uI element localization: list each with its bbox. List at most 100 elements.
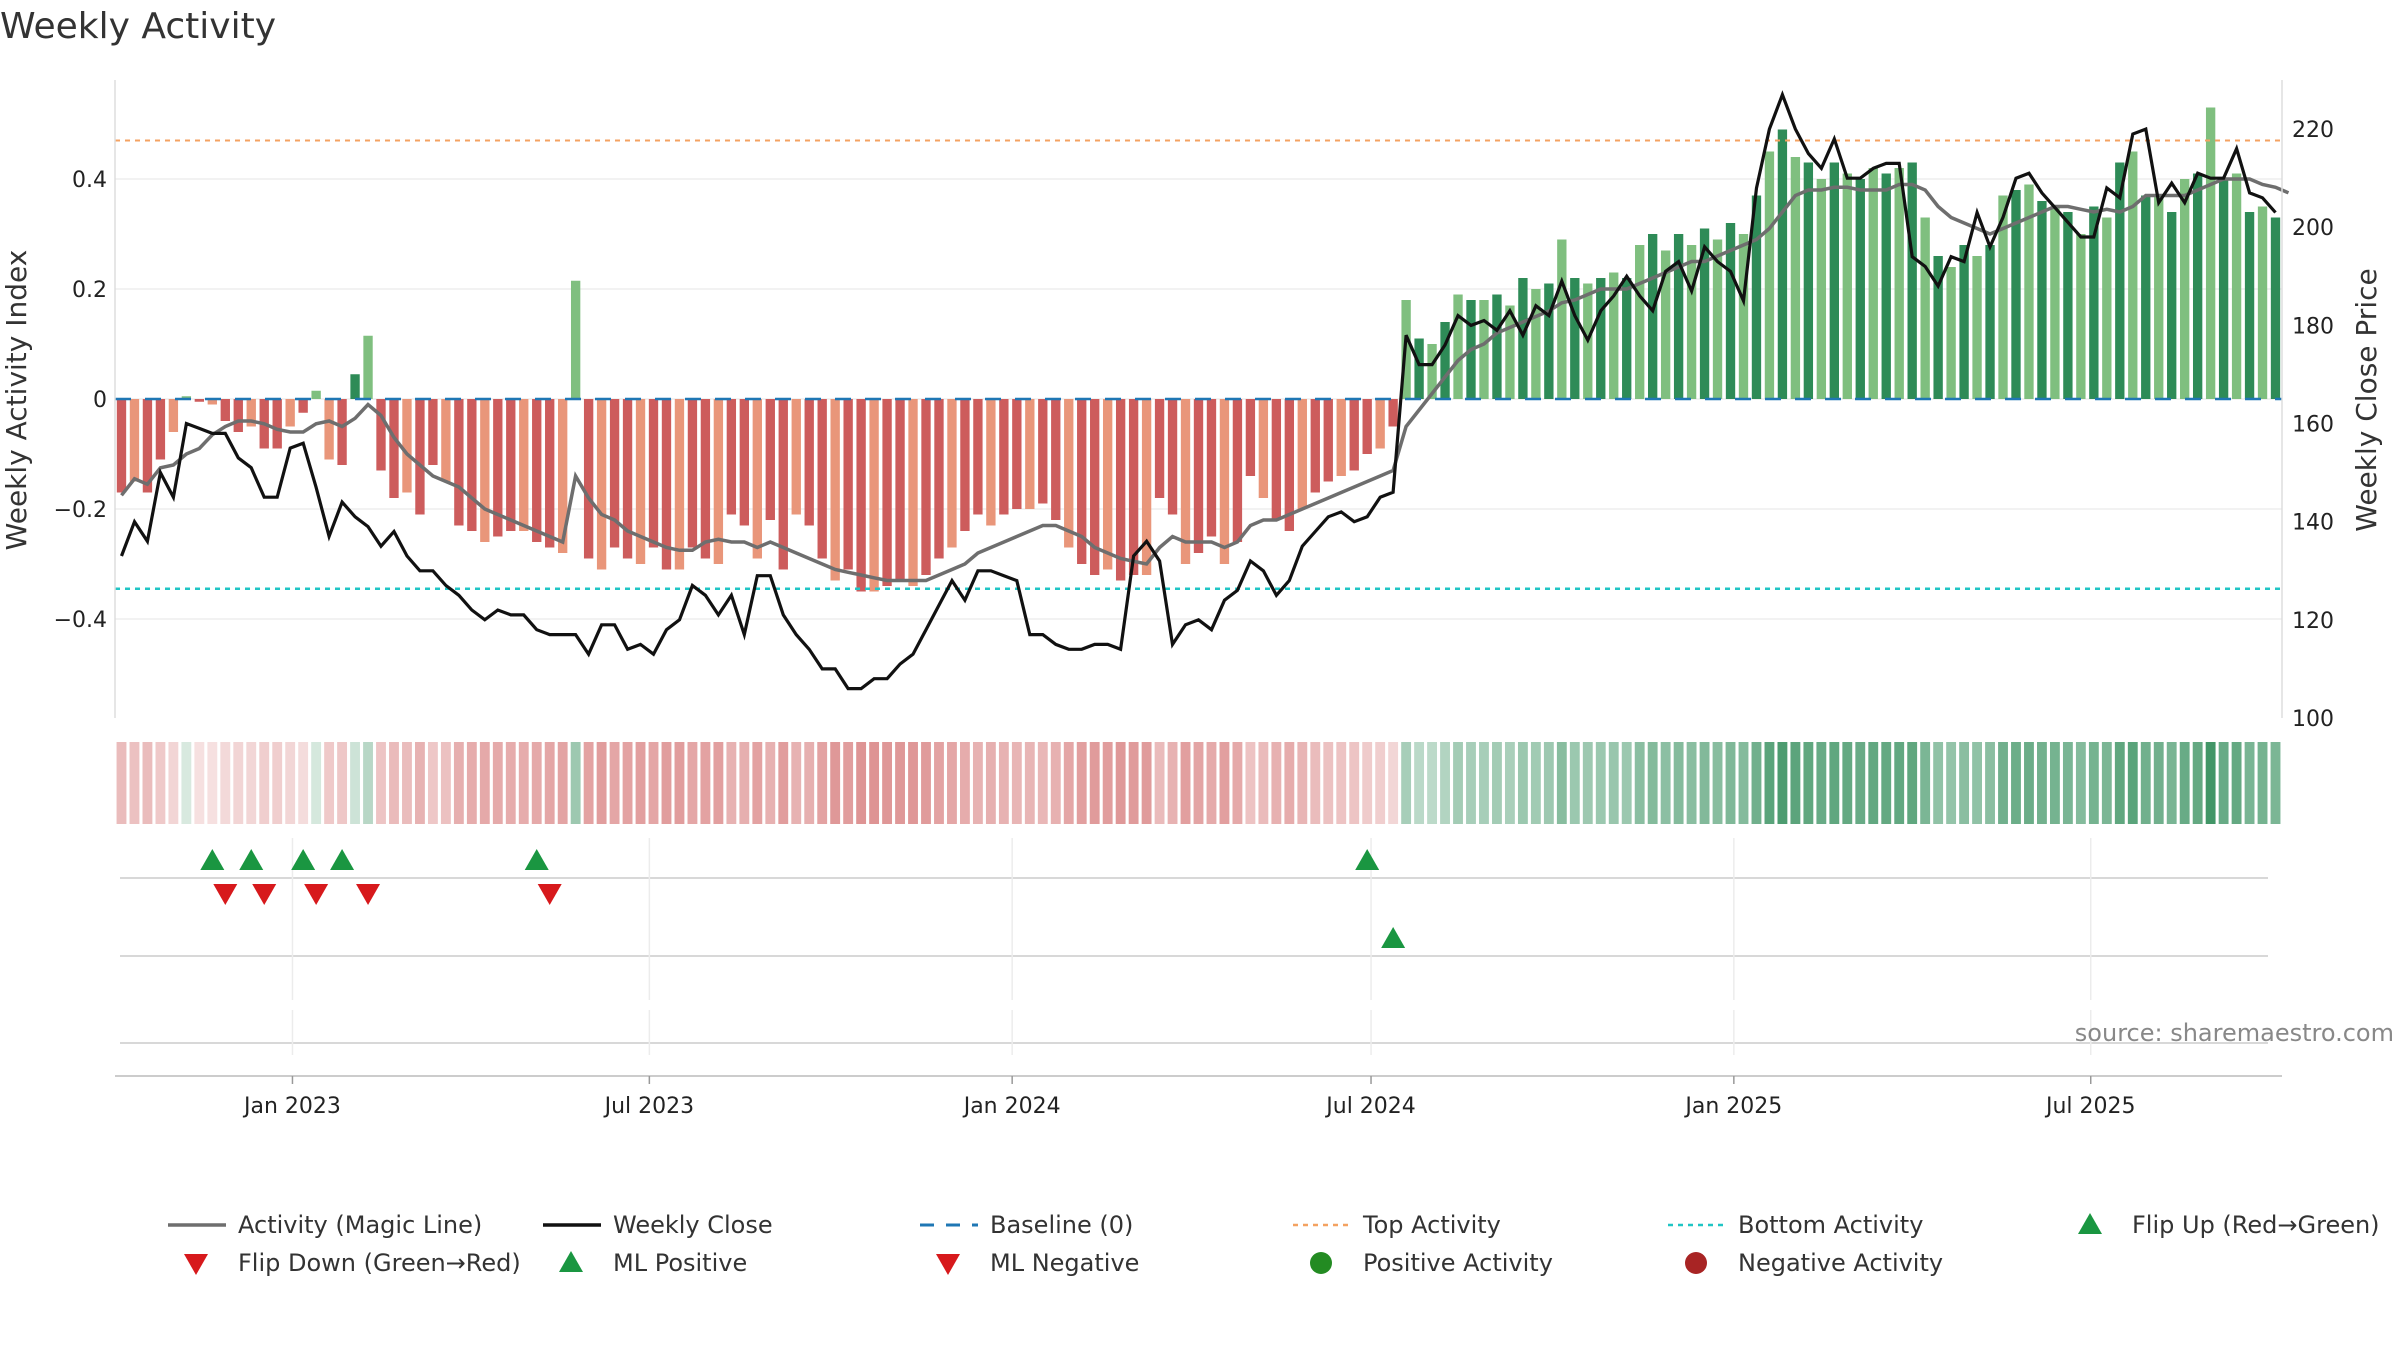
activity-bar	[545, 399, 555, 548]
activity-bar	[1596, 278, 1606, 399]
activity-bar	[960, 399, 970, 531]
activity-bar	[1154, 399, 1165, 498]
legend-label: Top Activity	[1362, 1211, 1501, 1239]
heat-cell	[1621, 742, 1632, 824]
heat-cell	[1375, 742, 1386, 824]
heat-cell	[1336, 742, 1347, 824]
heat-cell	[1712, 742, 1723, 824]
y2-tick-label: 160	[2292, 413, 2334, 438]
activity-bar	[1349, 399, 1359, 471]
y2-tick-label: 200	[2292, 216, 2334, 241]
heat-cell	[1790, 742, 1801, 824]
heat-cell	[1362, 742, 1373, 824]
heat-cell	[700, 742, 711, 824]
flip-up-marker	[524, 849, 549, 870]
heat-cell	[1985, 742, 1995, 824]
heat-cell	[1595, 742, 1606, 824]
activity-bar	[999, 399, 1009, 515]
heat-cell	[674, 742, 685, 824]
activity-bar	[1141, 399, 1152, 575]
activity-bar	[856, 399, 866, 592]
heat-cell	[466, 742, 477, 824]
activity-bar	[1959, 245, 1969, 399]
flip-up-marker	[239, 849, 264, 870]
activity-bar	[1362, 399, 1372, 454]
heat-cell	[492, 742, 503, 824]
heat-cell	[544, 742, 555, 824]
heat-cell	[1933, 742, 1944, 824]
heat-cell	[1738, 742, 1749, 824]
heat-cell	[687, 742, 698, 824]
activity-bar	[194, 399, 205, 402]
legend-item: Weekly Close	[543, 1211, 773, 1239]
heat-cell	[843, 742, 854, 824]
activity-bar	[1660, 250, 1671, 399]
activity-bar	[1336, 399, 1346, 476]
heat-cell	[1037, 742, 1048, 824]
flip-down-marker	[537, 884, 562, 905]
activity-bar	[674, 399, 685, 570]
legend-label: Positive Activity	[1363, 1249, 1553, 1277]
heat-cell	[2153, 742, 2164, 824]
activity-bar	[2244, 212, 2255, 399]
legend-swatch	[1685, 1252, 1707, 1274]
y-axis-ticks: 0.4 0.2 0 −0.2 −0.4	[54, 168, 107, 633]
activity-bar	[1790, 157, 1801, 399]
activity-bar	[2128, 151, 2138, 399]
activity-bar	[480, 399, 490, 542]
activity-bar	[324, 399, 334, 460]
activity-bar	[311, 390, 321, 399]
activity-bar	[1128, 399, 1139, 575]
heat-cell	[518, 742, 529, 824]
heat-cell	[427, 742, 438, 824]
heat-cell	[453, 742, 464, 824]
heat-cell	[622, 742, 633, 824]
activity-bar	[947, 399, 957, 548]
activity-bar	[376, 399, 386, 471]
legend-item: Flip Down (Green→Red)	[184, 1249, 521, 1277]
heat-cell	[298, 742, 309, 824]
activity-bar	[1712, 239, 1723, 399]
activity-bar	[272, 399, 282, 449]
heat-cell	[1401, 742, 1412, 824]
activity-bar	[882, 399, 892, 586]
heat-cell	[2062, 742, 2073, 824]
activity-bar	[558, 399, 568, 553]
activity-bar	[1115, 399, 1126, 581]
y2-axis-ticks: 220 200 180 160 140 120 100	[2292, 118, 2334, 732]
activity-bar	[519, 399, 529, 531]
heat-cell	[1076, 742, 1087, 824]
activity-bar	[155, 399, 166, 460]
heat-cell	[895, 742, 905, 824]
activity-bar	[2115, 162, 2125, 399]
heat-cell	[817, 742, 828, 824]
axes	[114, 80, 2283, 718]
heat-cell	[2192, 742, 2203, 824]
activity-bar	[1635, 245, 1645, 399]
activity-bars	[116, 107, 2281, 592]
activity-bar	[1972, 256, 1982, 399]
heat-cell	[2179, 742, 2190, 824]
y2-tick-label: 100	[2292, 707, 2334, 732]
flip-up-marker	[200, 849, 225, 870]
activity-bar	[493, 399, 503, 537]
heat-cell	[1959, 742, 1970, 824]
activity-bar	[1842, 173, 1852, 399]
heat-cell	[1829, 742, 1840, 824]
activity-bar	[1920, 217, 1930, 399]
activity-bar	[570, 280, 581, 399]
activity-bar	[804, 399, 814, 526]
activity-bar	[1673, 234, 1684, 399]
activity-bar	[1647, 234, 1658, 399]
y2-tick-label: 120	[2292, 609, 2334, 634]
heat-cell	[1414, 742, 1425, 824]
heat-cell	[856, 742, 867, 824]
activity-bar	[389, 399, 399, 498]
flip-down-marker	[356, 884, 381, 905]
activity-bar	[1816, 179, 1827, 399]
activity-bar	[1868, 168, 1878, 399]
heat-cell	[181, 742, 192, 824]
heat-cell	[1089, 742, 1100, 824]
legend-label: Negative Activity	[1738, 1249, 1943, 1277]
heat-cell	[1725, 742, 1736, 824]
